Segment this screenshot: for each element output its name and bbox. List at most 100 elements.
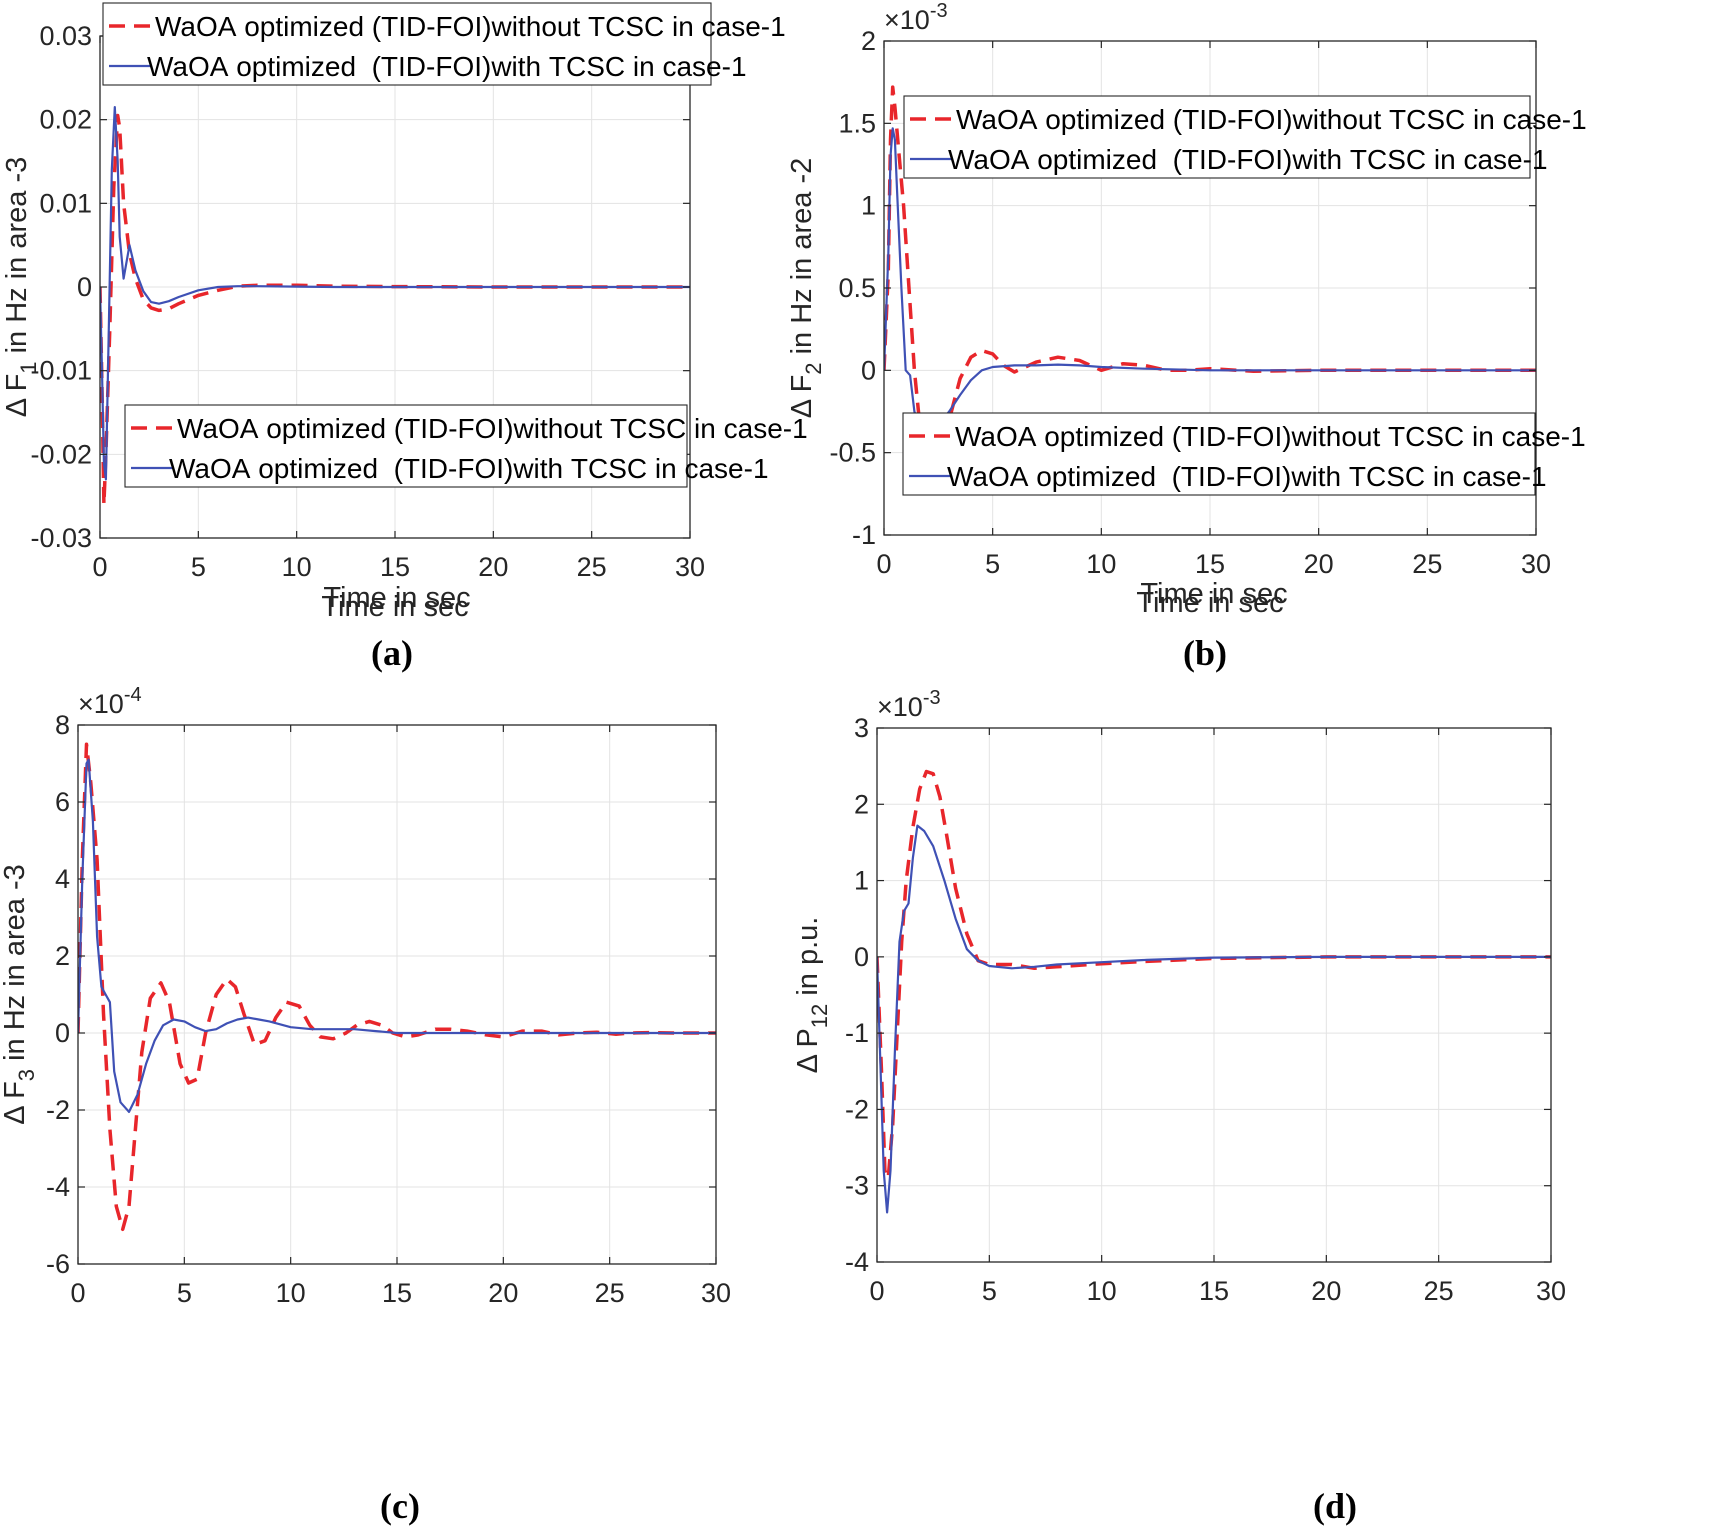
chart-c-svg: 0 5 10 15 20 25 30 -6 -4 -2 0 2 4 6 8 ×10-4 Time in sec Δ…: [0, 2, 786, 1308]
chart-d-xtick-label-5: 25: [1424, 1276, 1454, 1306]
chart-a-xtick-label-5: 25: [577, 552, 607, 582]
chart-d-xtick-label-4: 20: [1311, 1276, 1341, 1306]
chart-c-ytick-label-7: 8: [55, 710, 70, 740]
chart-d-ytick-label-3: -1: [845, 1018, 869, 1048]
chart-d-ytick-label-6: 2: [854, 789, 869, 819]
chart-c-xtick-label-0: 0: [70, 1278, 85, 1308]
chart-c-legend-label-without-tcsc: WaOA optimized (TID-FOI)without TCSC in …: [155, 11, 786, 42]
chart-d-ytick-label-1: -3: [845, 1171, 869, 1201]
chart-b-ytick-label-6: 2: [861, 26, 876, 56]
chart-c-xtick-label-3: 15: [382, 1278, 412, 1308]
chart-b-legend-label-with-tcsc: WaOA optimized (TID-FOI)with TCSC in cas…: [948, 144, 1548, 175]
chart-a-legend: WaOA optimized (TID-FOI)without TCSC in …: [124, 404, 808, 488]
chart-d-legend-label-without-tcsc: WaOA optimized (TID-FOI)without TCSC in …: [955, 421, 1586, 452]
chart-c-xtick-label-5: 25: [595, 1278, 625, 1308]
chart-b-xtick-label-5: 25: [1412, 549, 1442, 579]
chart-a-ytick-label-5: 0.02: [39, 105, 92, 135]
chart-b-legend-box: [903, 95, 1531, 179]
chart-c-legend-box: [102, 2, 712, 86]
chart-d-ytick-label-0: -4: [845, 1247, 869, 1277]
chart-a-ytick-label-2: -0.01: [30, 356, 92, 386]
chart-d-xtick-label-0: 0: [869, 1276, 884, 1306]
chart-a-xtick-label-4: 20: [478, 552, 508, 582]
chart-b-series-with-tcsc-line: [884, 127, 1536, 431]
chart-d-exponent-label: ×10-3: [877, 687, 941, 722]
chart-d-ylabel: Δ P12 in p.u.: [792, 917, 832, 1074]
panel-d: 0 5 10 15 20 25 30 -4 -3 -2 -1 0 1 2 3 ×10-3 Time in sec…: [792, 412, 1715, 1465]
chart-b-legend: WaOA optimized (TID-FOI)without TCSC in …: [903, 95, 1587, 179]
chart-a-ytick-label-4: 0.01: [39, 188, 92, 218]
chart-d-ytick-label-5: 1: [854, 866, 869, 896]
chart-b-ytick-label-1: -0.5: [829, 438, 876, 468]
chart-c-ytick-label-3: 0: [55, 1018, 70, 1048]
chart-c-xlabel: Time in sec: [323, 582, 470, 614]
chart-c-xtick-label-2: 10: [276, 1278, 306, 1308]
chart-c-ytick-label-5: 4: [55, 864, 70, 894]
chart-d-ytick-label-4: 0: [854, 942, 869, 972]
chart-c-legend-label-with-tcsc: WaOA optimized (TID-FOI)with TCSC in cas…: [147, 51, 747, 82]
chart-b-ylabel: Δ F2 in Hz in area -2: [786, 158, 826, 419]
chart-a-ytick-label-6: 0.03: [39, 21, 92, 51]
chart-c-xtick-label-6: 30: [701, 1278, 731, 1308]
panel-b: 0 5 10 15 20 25 30 -1 -0.5 0 0.5 1 1.5 2 ×10-3 Time in …: [786, 0, 1715, 640]
chart-d-ytick-label-2: -2: [845, 1094, 869, 1124]
chart-d-series-with-tcsc-line: [877, 824, 1551, 1214]
chart-b-ytick-label-0: -1: [852, 520, 876, 550]
caption-a: (a): [371, 633, 413, 673]
chart-c-series-without-tcsc-line: [78, 742, 716, 1232]
chart-d-xtick-label-6: 30: [1536, 1276, 1566, 1306]
chart-b-exponent-label: ×10-3: [884, 0, 948, 35]
chart-b-ytick-label-2: 0: [861, 355, 876, 385]
chart-a-svg: 0 5 10 15 20 25 30 -0.03 -0.02 -0.01 0 0.01 0.02 0.03…: [1, 21, 808, 623]
chart-a-xtick-label-3: 15: [380, 552, 410, 582]
chart-d-legend-box: [902, 412, 1536, 496]
chart-a-ytick-label-0: -0.03: [30, 523, 92, 553]
chart-c-exponent-label: ×10-4: [78, 684, 142, 719]
chart-c-xtick-label-4: 20: [488, 1278, 518, 1308]
chart-d-legend-label-with-tcsc: WaOA optimized (TID-FOI)with TCSC in cas…: [947, 461, 1547, 492]
chart-a-ytick-label-1: -0.02: [30, 439, 92, 469]
chart-c-legend: WaOA optimized (TID-FOI)without TCSC in …: [102, 2, 786, 86]
chart-c-ytick-label-2: -2: [46, 1095, 70, 1125]
chart-a-xtick-label-6: 30: [675, 552, 705, 582]
chart-d-xtick-label-3: 15: [1199, 1276, 1229, 1306]
chart-c-ytick-label-1: -4: [46, 1172, 70, 1202]
chart-b-ytick-label-4: 1: [861, 191, 876, 221]
chart-b-xtick-label-6: 30: [1521, 549, 1551, 579]
caption-c: (c): [380, 1486, 420, 1526]
caption-d: (d): [1313, 1486, 1357, 1526]
chart-b-svg: 0 5 10 15 20 25 30 -1 -0.5 0 0.5 1 1.5 2 ×10-3 Time in …: [786, 0, 1587, 619]
chart-d-legend: WaOA optimized (TID-FOI)without TCSC in …: [902, 412, 1586, 496]
chart-a-legend-label-without-tcsc: WaOA optimized (TID-FOI)without TCSC in …: [177, 413, 808, 444]
chart-a-xtick-label-2: 10: [282, 552, 312, 582]
chart-b-xtick-label-4: 20: [1304, 549, 1334, 579]
chart-d-xlabel: Time in sec: [1140, 578, 1287, 610]
chart-a-legend-box: [124, 404, 688, 488]
chart-c-xtick-label-1: 5: [177, 1278, 192, 1308]
chart-b-ytick-label-5: 1.5: [838, 108, 876, 138]
chart-a-xtick-label-1: 5: [191, 552, 206, 582]
panel-c: 0 5 10 15 20 25 30 -6 -4 -2 0 2 4 6 8 ×10-4 Time in sec Δ…: [0, 2, 857, 1465]
chart-c-ytick-label-0: -6: [46, 1249, 70, 1279]
chart-a-legend-label-with-tcsc: WaOA optimized (TID-FOI)with TCSC in cas…: [169, 453, 769, 484]
chart-c-ytick-label-4: 2: [55, 941, 70, 971]
chart-b-xtick-label-2: 10: [1086, 549, 1116, 579]
chart-c-ytick-label-6: 6: [55, 787, 70, 817]
chart-c-series-with-tcsc-line: [78, 758, 716, 1113]
chart-b-xtick-label-0: 0: [876, 549, 891, 579]
chart-b-xtick-label-3: 15: [1195, 549, 1225, 579]
chart-c-ylabel: Δ F3 in Hz in area -3: [0, 864, 39, 1125]
chart-a-xlabel: Time in sec: [321, 591, 468, 623]
caption-b: (b): [1183, 633, 1227, 673]
chart-b-legend-label-without-tcsc: WaOA optimized (TID-FOI)without TCSC in …: [956, 104, 1587, 135]
chart-a-series-with-tcsc-line: [100, 105, 690, 481]
chart-a-xtick-label-0: 0: [92, 552, 107, 582]
chart-b-xtick-label-1: 5: [985, 549, 1000, 579]
chart-d-xtick-label-2: 10: [1087, 1276, 1117, 1306]
chart-a-ylabel: Δ F1 in Hz in area -3: [1, 157, 41, 418]
chart-d-ytick-label-7: 3: [854, 713, 869, 743]
chart-a-ytick-label-3: 0: [77, 272, 92, 302]
chart-b-xlabel: Time in sec: [1136, 587, 1283, 619]
